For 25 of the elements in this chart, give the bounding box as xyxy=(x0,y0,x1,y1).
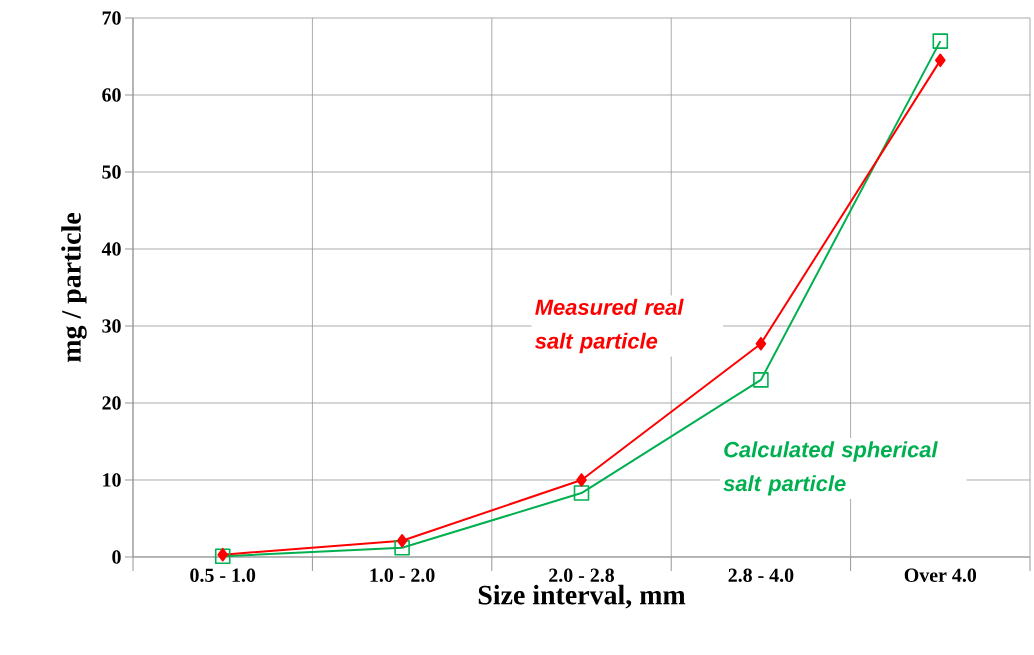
x-tick-label: 1.0 - 2.0 xyxy=(370,568,435,583)
point xyxy=(935,53,946,68)
point xyxy=(932,33,949,49)
y-tick-label: 40 xyxy=(101,242,121,256)
point xyxy=(753,372,769,388)
x-tick-label: 0.5 - 1.0 xyxy=(190,568,256,583)
y-tick-label: 0 xyxy=(112,550,121,564)
y-tick-label: 60 xyxy=(102,88,121,102)
y-tick-label: 30 xyxy=(102,319,121,333)
point xyxy=(394,539,410,556)
point xyxy=(755,336,767,351)
y-tick-label: 20 xyxy=(102,396,121,410)
point xyxy=(573,485,590,501)
point xyxy=(396,534,408,548)
y-tick-label: 50 xyxy=(102,165,121,179)
x-tick-label: Over 4.0 xyxy=(904,568,977,583)
series-label: Measured real salt particle xyxy=(535,298,684,354)
x-axis-title: Size interval, mm xyxy=(478,584,686,609)
series-label: Calculated spherical salt particle xyxy=(723,441,938,496)
y-tick-label: 10 xyxy=(103,473,121,487)
y-tick-label: 70 xyxy=(102,11,121,25)
x-tick-label: 2.0 - 2.8 xyxy=(549,568,615,583)
point xyxy=(576,473,587,487)
x-tick-label: 2.8 - 4.0 xyxy=(728,568,794,583)
y-axis-title: mg / particle xyxy=(61,213,87,362)
